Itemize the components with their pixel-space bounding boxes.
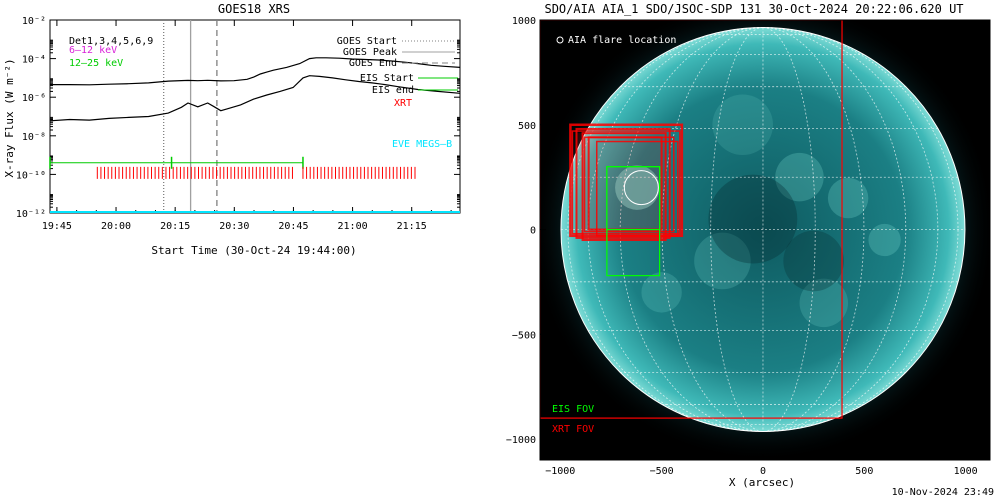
aia-x-tick-label: 1000 — [954, 466, 978, 477]
aia-x-tick-label: 0 — [760, 466, 766, 477]
aia-longitude-line — [762, 27, 816, 432]
goes-legend-right: GOES Start GOES Peak GOES End EIS Start … — [337, 36, 458, 109]
goes-x-axis-label: Start Time (30-Oct-24 19:44:00) — [151, 244, 356, 257]
aia-chart-title: SDO/AIA AIA_1 SDO/JSOC-SDP 131 30-Oct-20… — [544, 2, 963, 16]
aia-x-tick-label: −1000 — [545, 466, 575, 477]
goes-series-group — [49, 57, 461, 122]
aia-y-tick-label: 1000 — [512, 16, 536, 27]
aia-longitude-line — [762, 27, 865, 432]
goes-legend-left: Det1,3,4,5,6,9 6–12 keV 12–25 keV — [69, 36, 153, 69]
aia-longitude-line — [762, 27, 907, 432]
goes-y-axis-label: X-ray Flux (W m⁻²) — [3, 58, 16, 177]
aia-plot-frame — [539, 19, 991, 461]
legend-goes-peak: GOES Peak — [343, 47, 397, 58]
aia-legend-flare: AIA flare location — [556, 35, 676, 46]
aia-y-tick-label: −500 — [512, 330, 536, 341]
legend-12-25-kev: 12–25 keV — [69, 58, 123, 69]
aia-y-tick-label: 500 — [518, 121, 536, 132]
aia-bright-region — [775, 152, 824, 202]
goes-x-tick-label: 20:00 — [101, 221, 131, 232]
goes-x-tick-label: 21:15 — [397, 221, 427, 232]
aia-x-axis-label: X (arcsec) — [729, 476, 795, 489]
aia-limb-outline — [560, 27, 966, 433]
aia-dark-region — [783, 230, 844, 292]
legend-detectors: Det1,3,4,5,6,9 — [69, 36, 153, 47]
aia-x-tick-label: −500 — [650, 466, 674, 477]
legend-xrt: XRT — [394, 98, 412, 109]
goes-event-lines — [163, 20, 218, 213]
aia-disk-features — [615, 94, 901, 328]
legend-6-12-kev: 6–12 keV — [69, 45, 117, 56]
legend-eis-start: EIS Start — [360, 73, 414, 84]
aia-lat-lon-grid — [560, 27, 966, 433]
aia-bright-region — [712, 94, 774, 156]
goes-x-tick-label: 19:45 — [42, 221, 72, 232]
aia-bright-region — [641, 272, 682, 313]
xrt-pointing-box — [596, 140, 679, 237]
xrt-fov-outline — [540, 20, 843, 419]
legend-goes-end: GOES End — [349, 58, 397, 69]
aia-y-tick-label: 0 — [530, 226, 536, 237]
aia-fov-boxes — [540, 20, 843, 419]
aia-dark-region — [708, 174, 798, 264]
xrt-pointing-box — [575, 127, 671, 239]
aia-longitude-line — [762, 27, 959, 432]
goes-x-tick-label: 20:30 — [219, 221, 249, 232]
eis-fov-label: EIS FOV — [552, 404, 594, 415]
legend-goes-start: GOES Start — [337, 36, 397, 47]
aia-bright-region — [799, 278, 849, 328]
goes-y-tick-label: 10⁻¹⁰ — [16, 170, 46, 181]
xrt-overlap-shade — [576, 133, 666, 234]
aia-bright-region — [827, 177, 869, 219]
aia-bright-region — [694, 232, 751, 290]
goes-y-tick-label: 10⁻² — [22, 16, 46, 27]
aia-flare-location-marker — [623, 170, 659, 206]
aia-longitude-line — [762, 27, 939, 432]
aia-x-tick-label: 500 — [855, 466, 873, 477]
flare-legend-icon — [556, 36, 564, 44]
aia-y-tick-label: −1000 — [506, 435, 536, 446]
goes-x-tick-label: 20:15 — [160, 221, 190, 232]
aia-image-chart: SDO/AIA AIA_1 SDO/JSOC-SDP 131 30-Oct-20… — [506, 2, 991, 489]
footer-timestamp: 10-Nov-2024 23:49 — [891, 487, 994, 498]
goes-xrs-chart: GOES18 XRS 10⁻¹² 10⁻¹⁰ 10⁻⁸ 10⁻⁶ 10⁻⁴ 10⁻² 19… — [3, 2, 461, 257]
goes-y-tick-label: 10⁻⁶ — [22, 93, 46, 104]
xrt-pointing-box — [571, 130, 681, 235]
aia-bright-region — [615, 165, 660, 210]
goes-y-tick-label: 10⁻⁴ — [22, 55, 46, 66]
legend-eve-megs-b: EVE MEGS–B — [392, 139, 452, 150]
aia-longitude-line — [710, 27, 763, 432]
goes-y-tick-label: 10⁻⁸ — [22, 132, 46, 143]
goes-y-axis: 10⁻¹² 10⁻¹⁰ 10⁻⁸ 10⁻⁶ 10⁻⁴ 10⁻² — [16, 16, 460, 220]
goes-chart-title: GOES18 XRS — [218, 2, 290, 16]
xrt-pointing-box — [583, 136, 675, 233]
aia-bright-region — [868, 223, 901, 257]
eis-fov-inner-box — [606, 166, 661, 231]
goes-series-short-line — [49, 75, 461, 122]
flare-legend-label: AIA flare location — [568, 35, 676, 46]
legend-eis-end: EIS end — [372, 85, 414, 96]
goes-observation-bars — [49, 156, 460, 213]
goes-x-tick-label: 20:45 — [278, 221, 308, 232]
aia-axes: −1000 −500 0 500 1000 1000 500 0 −500 −1000 — [506, 16, 978, 477]
xrt-pointing-box — [581, 132, 667, 241]
aia-longitude-line — [567, 27, 763, 432]
goes-series-long-line — [50, 57, 461, 86]
goes-x-tick-label: 21:00 — [338, 221, 368, 232]
xrt-fov-label: XRT FOV — [552, 424, 594, 435]
goes-y-tick-label: 10⁻¹² — [16, 209, 46, 220]
